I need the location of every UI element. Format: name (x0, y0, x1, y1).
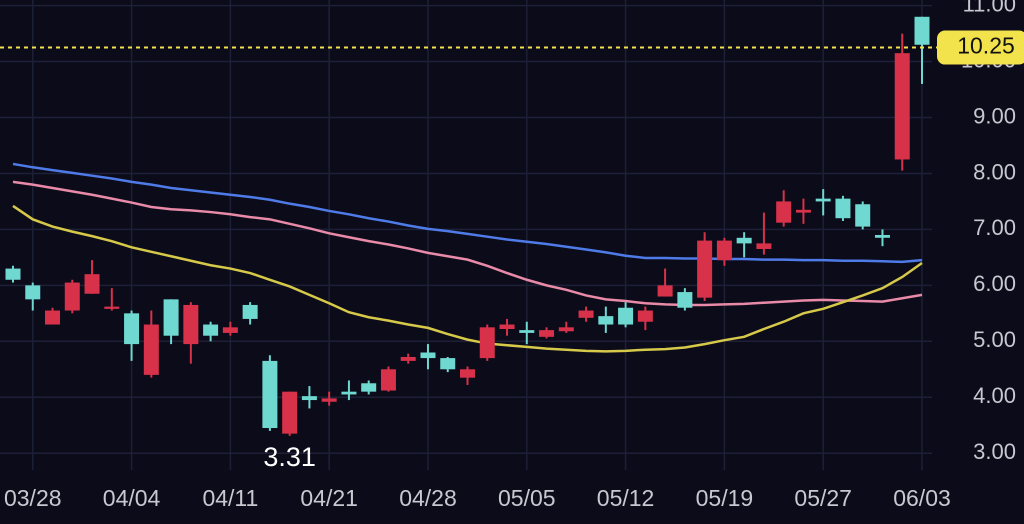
candle-body (321, 398, 337, 402)
candle-body (5, 268, 21, 280)
x-tick-label: 05/19 (696, 485, 754, 511)
candle-body (143, 324, 159, 375)
candle-body (440, 358, 456, 370)
candle-body (539, 330, 555, 337)
y-tick-label: 6.00 (973, 271, 1016, 296)
candle-body (736, 237, 752, 244)
candle-body (697, 240, 713, 298)
candle-body (124, 313, 140, 345)
candle-body (835, 198, 851, 219)
candle-body (400, 356, 416, 361)
candle-body (618, 307, 634, 325)
candle-body (361, 383, 377, 392)
candle-body (282, 391, 298, 434)
candle-body (874, 235, 890, 238)
candle-body (519, 330, 535, 333)
x-tick-label: 06/03 (893, 485, 951, 511)
y-tick-label: 5.00 (973, 327, 1016, 352)
candle-body (45, 310, 61, 325)
y-tick-label: 11.00 (963, 0, 1016, 16)
candle-body (301, 396, 317, 401)
x-tick-label: 05/05 (498, 485, 556, 511)
x-tick-label: 04/21 (300, 485, 358, 511)
moving-average-line (12, 180, 923, 307)
candle-body (341, 391, 357, 395)
candle-body (598, 316, 614, 325)
candle-body (815, 198, 831, 202)
candle-body (756, 243, 772, 249)
y-tick-label: 4.00 (973, 383, 1016, 408)
y-tick-label: 8.00 (973, 159, 1016, 184)
candle-body (203, 324, 219, 336)
candle-body (84, 274, 100, 294)
candle-body (914, 16, 930, 45)
candle-body (222, 327, 238, 333)
candle-body (716, 240, 732, 261)
candle-body (262, 360, 278, 429)
candle-body (104, 306, 120, 309)
x-tick-label: 03/28 (4, 485, 62, 511)
x-tick-label: 04/11 (202, 485, 258, 511)
candle-body (637, 310, 653, 322)
moving-average-line (12, 162, 923, 264)
low-annotation: 3.31 (263, 442, 316, 472)
x-tick-label: 05/12 (597, 485, 655, 511)
candle-body (677, 292, 693, 308)
candle-body (479, 327, 495, 359)
x-tick-label: 04/04 (103, 485, 161, 511)
last-price-tag (937, 30, 1024, 65)
candle-body (64, 282, 80, 311)
candle-body (795, 209, 811, 213)
candle-body (183, 304, 199, 345)
candle-body (894, 53, 910, 160)
y-tick-label: 3.00 (973, 439, 1016, 464)
candle-body (657, 285, 673, 297)
candle-body (25, 285, 41, 300)
candle-body (163, 299, 179, 336)
y-tick-label: 9.00 (973, 103, 1016, 128)
candle-body (460, 369, 475, 378)
candle-body (558, 327, 574, 332)
candle-body (776, 201, 792, 223)
x-tick-label: 05/27 (794, 485, 852, 511)
y-tick-label: 7.00 (973, 215, 1016, 240)
candle-body (420, 352, 436, 359)
x-tick-label: 04/28 (399, 485, 457, 511)
candle-body (855, 204, 871, 227)
candle-body (499, 324, 515, 329)
candle-body (242, 304, 258, 319)
candle-body (578, 310, 594, 318)
candle-body (380, 369, 396, 391)
last-price-label: 10.25 (957, 33, 1015, 59)
moving-average-line (12, 204, 923, 353)
